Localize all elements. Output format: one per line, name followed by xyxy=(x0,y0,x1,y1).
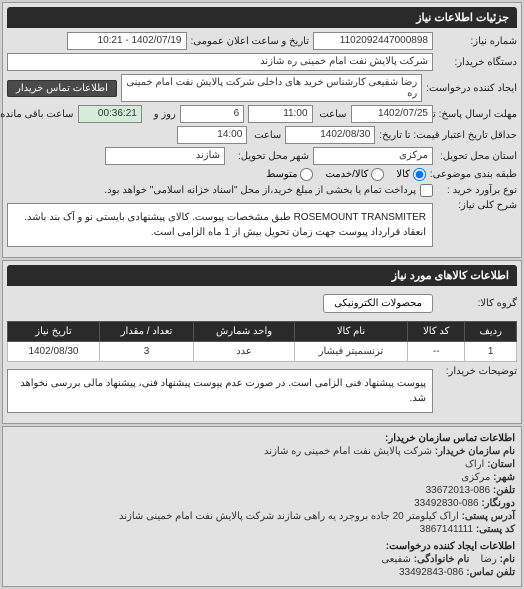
table-header: تعداد / مقدار xyxy=(99,322,193,342)
creator-name: رضا xyxy=(480,554,496,565)
creator-phone-label: تلفن تماس: xyxy=(466,567,515,578)
contact-creator-header: اطلاعات ایجاد کننده درخواست: xyxy=(9,541,515,552)
table-cell: -- xyxy=(408,342,465,362)
valid-date-field: 1402/08/30 xyxy=(285,126,375,144)
table-header: کد کالا xyxy=(408,322,465,342)
valid-time-label: ساعت xyxy=(251,130,281,141)
org-address-label: آدرس پستی: xyxy=(462,511,515,522)
buyer-notes-label: توضیحات خریدار: xyxy=(437,366,517,377)
org-phone-label: تلفن: xyxy=(493,485,515,496)
remain-label: ساعت باقی مانده xyxy=(7,109,73,120)
table-cell: 1 xyxy=(465,342,517,362)
province-label: استان محل تحویل: xyxy=(437,151,517,162)
table-header: واحد شمارش xyxy=(194,322,295,342)
deadline-date-field: 1402/07/25 xyxy=(351,105,433,123)
budget-note: پرداخت تمام یا بخشی از مبلغ خرید،از محل … xyxy=(7,185,416,196)
buyer-field: شرکت پالایش نفت امام خمینی ره شازند xyxy=(7,53,433,71)
deadline-time-label: ساعت xyxy=(317,109,347,120)
req-no-label: شماره نیاز: xyxy=(437,36,517,47)
org-postal: 3867141111 xyxy=(420,524,473,535)
buyer-contact-button[interactable]: اطلاعات تماس خریدار xyxy=(7,80,117,97)
org-phone: 086-33672013 xyxy=(426,485,491,496)
table-cell: 1402/08/30 xyxy=(8,342,100,362)
req-no-field: 1102092447000898 xyxy=(313,32,433,50)
cat-all-radio[interactable]: کالا xyxy=(396,168,426,181)
group-chip[interactable]: محصولات الکترونیکی xyxy=(323,294,433,313)
table-cell: ترنسمیتر فیشار xyxy=(294,342,407,362)
group-label: گروه کالا: xyxy=(437,298,517,309)
creator-lname: شفیعی xyxy=(381,554,411,565)
days-label: روز و xyxy=(146,109,176,120)
items-table: ردیفکد کالانام کالاواحد شمارشتعداد / مقد… xyxy=(7,321,517,362)
table-header: ردیف xyxy=(465,322,517,342)
creator-lname-label: نام خانوادگی: xyxy=(414,554,470,565)
org-city: مرکزی xyxy=(461,472,490,483)
items-header: اطلاعات کالاهای مورد نیاز xyxy=(7,265,517,286)
table-cell: 3 xyxy=(99,342,193,362)
table-cell: عدد xyxy=(194,342,295,362)
org-province-label: استان: xyxy=(487,459,515,470)
city-field: شازند xyxy=(105,147,225,165)
table-row: 1--ترنسمیتر فیشارعدد31402/08/30 xyxy=(8,342,517,362)
org-postal-label: کد پستی: xyxy=(476,524,515,535)
category-radio-group: کالا کالا/خدمت متوسط xyxy=(266,168,426,181)
org-name-label: نام سازمان خریدار: xyxy=(435,446,515,457)
creator-field: رضا شفیعی کارشناس خرید های داخلی شرکت پا… xyxy=(121,74,422,102)
org-address: اراک کیلومتر 20 جاده بروجرد یه راهی شازن… xyxy=(119,511,459,522)
cat-med-radio[interactable]: متوسط xyxy=(266,168,313,181)
table-header: تاریخ نیاز xyxy=(8,322,100,342)
cat-label: طبقه بندی موضوعی: xyxy=(430,169,517,180)
cat-goods-radio[interactable]: کالا/خدمت xyxy=(325,168,384,181)
summary-label: شرح کلی نیاز: xyxy=(437,200,517,211)
summary-text: ROSEMOUNT TRANSMITER طبق مشخصات پیوست. ک… xyxy=(7,203,433,247)
org-fax-label: دورنگار: xyxy=(481,498,515,509)
contact-org-header: اطلاعات تماس سازمان خریدار: xyxy=(9,433,515,444)
creator-label: ایجاد کننده درخواست: xyxy=(426,83,517,94)
pub-date-label: تاریخ و ساعت اعلان عمومی: xyxy=(191,36,310,47)
remain-field: 00:36:21 xyxy=(78,105,142,123)
table-header: نام کالا xyxy=(294,322,407,342)
org-name: شرکت پالایش نفت امام خمینی ره شازند xyxy=(264,446,432,457)
city-label: شهر محل تحویل: xyxy=(229,151,309,162)
deadline-time-field: 11:00 xyxy=(248,105,312,123)
days-field: 6 xyxy=(180,105,244,123)
org-city-label: شهر: xyxy=(493,472,515,483)
buyer-label: دستگاه خریدار: xyxy=(437,57,517,68)
creator-phone: 086-33492843 xyxy=(399,567,464,578)
province-field: مرکزی xyxy=(313,147,433,165)
need-details-header: جزئیات اطلاعات نیاز xyxy=(7,7,517,28)
buyer-notes-text: پیوست پیشنهاد فنی الزامی است. در صورت عد… xyxy=(7,369,433,413)
budget-label: نوع برآورد خرید : xyxy=(437,185,517,196)
valid-time-field: 14:00 xyxy=(177,126,247,144)
pub-date-field: 1402/07/19 - 10:21 xyxy=(67,32,187,50)
org-province: اراک xyxy=(465,459,484,470)
deadline-label: مهلت ارسال پاسخ: تا xyxy=(437,109,517,120)
budget-checkbox[interactable] xyxy=(420,184,433,197)
valid-label: حداقل تاریخ اعتبار قیمت: تا تاریخ: xyxy=(379,130,517,141)
creator-name-label: نام: xyxy=(500,554,515,565)
org-fax: 086-33492830 xyxy=(414,498,479,509)
